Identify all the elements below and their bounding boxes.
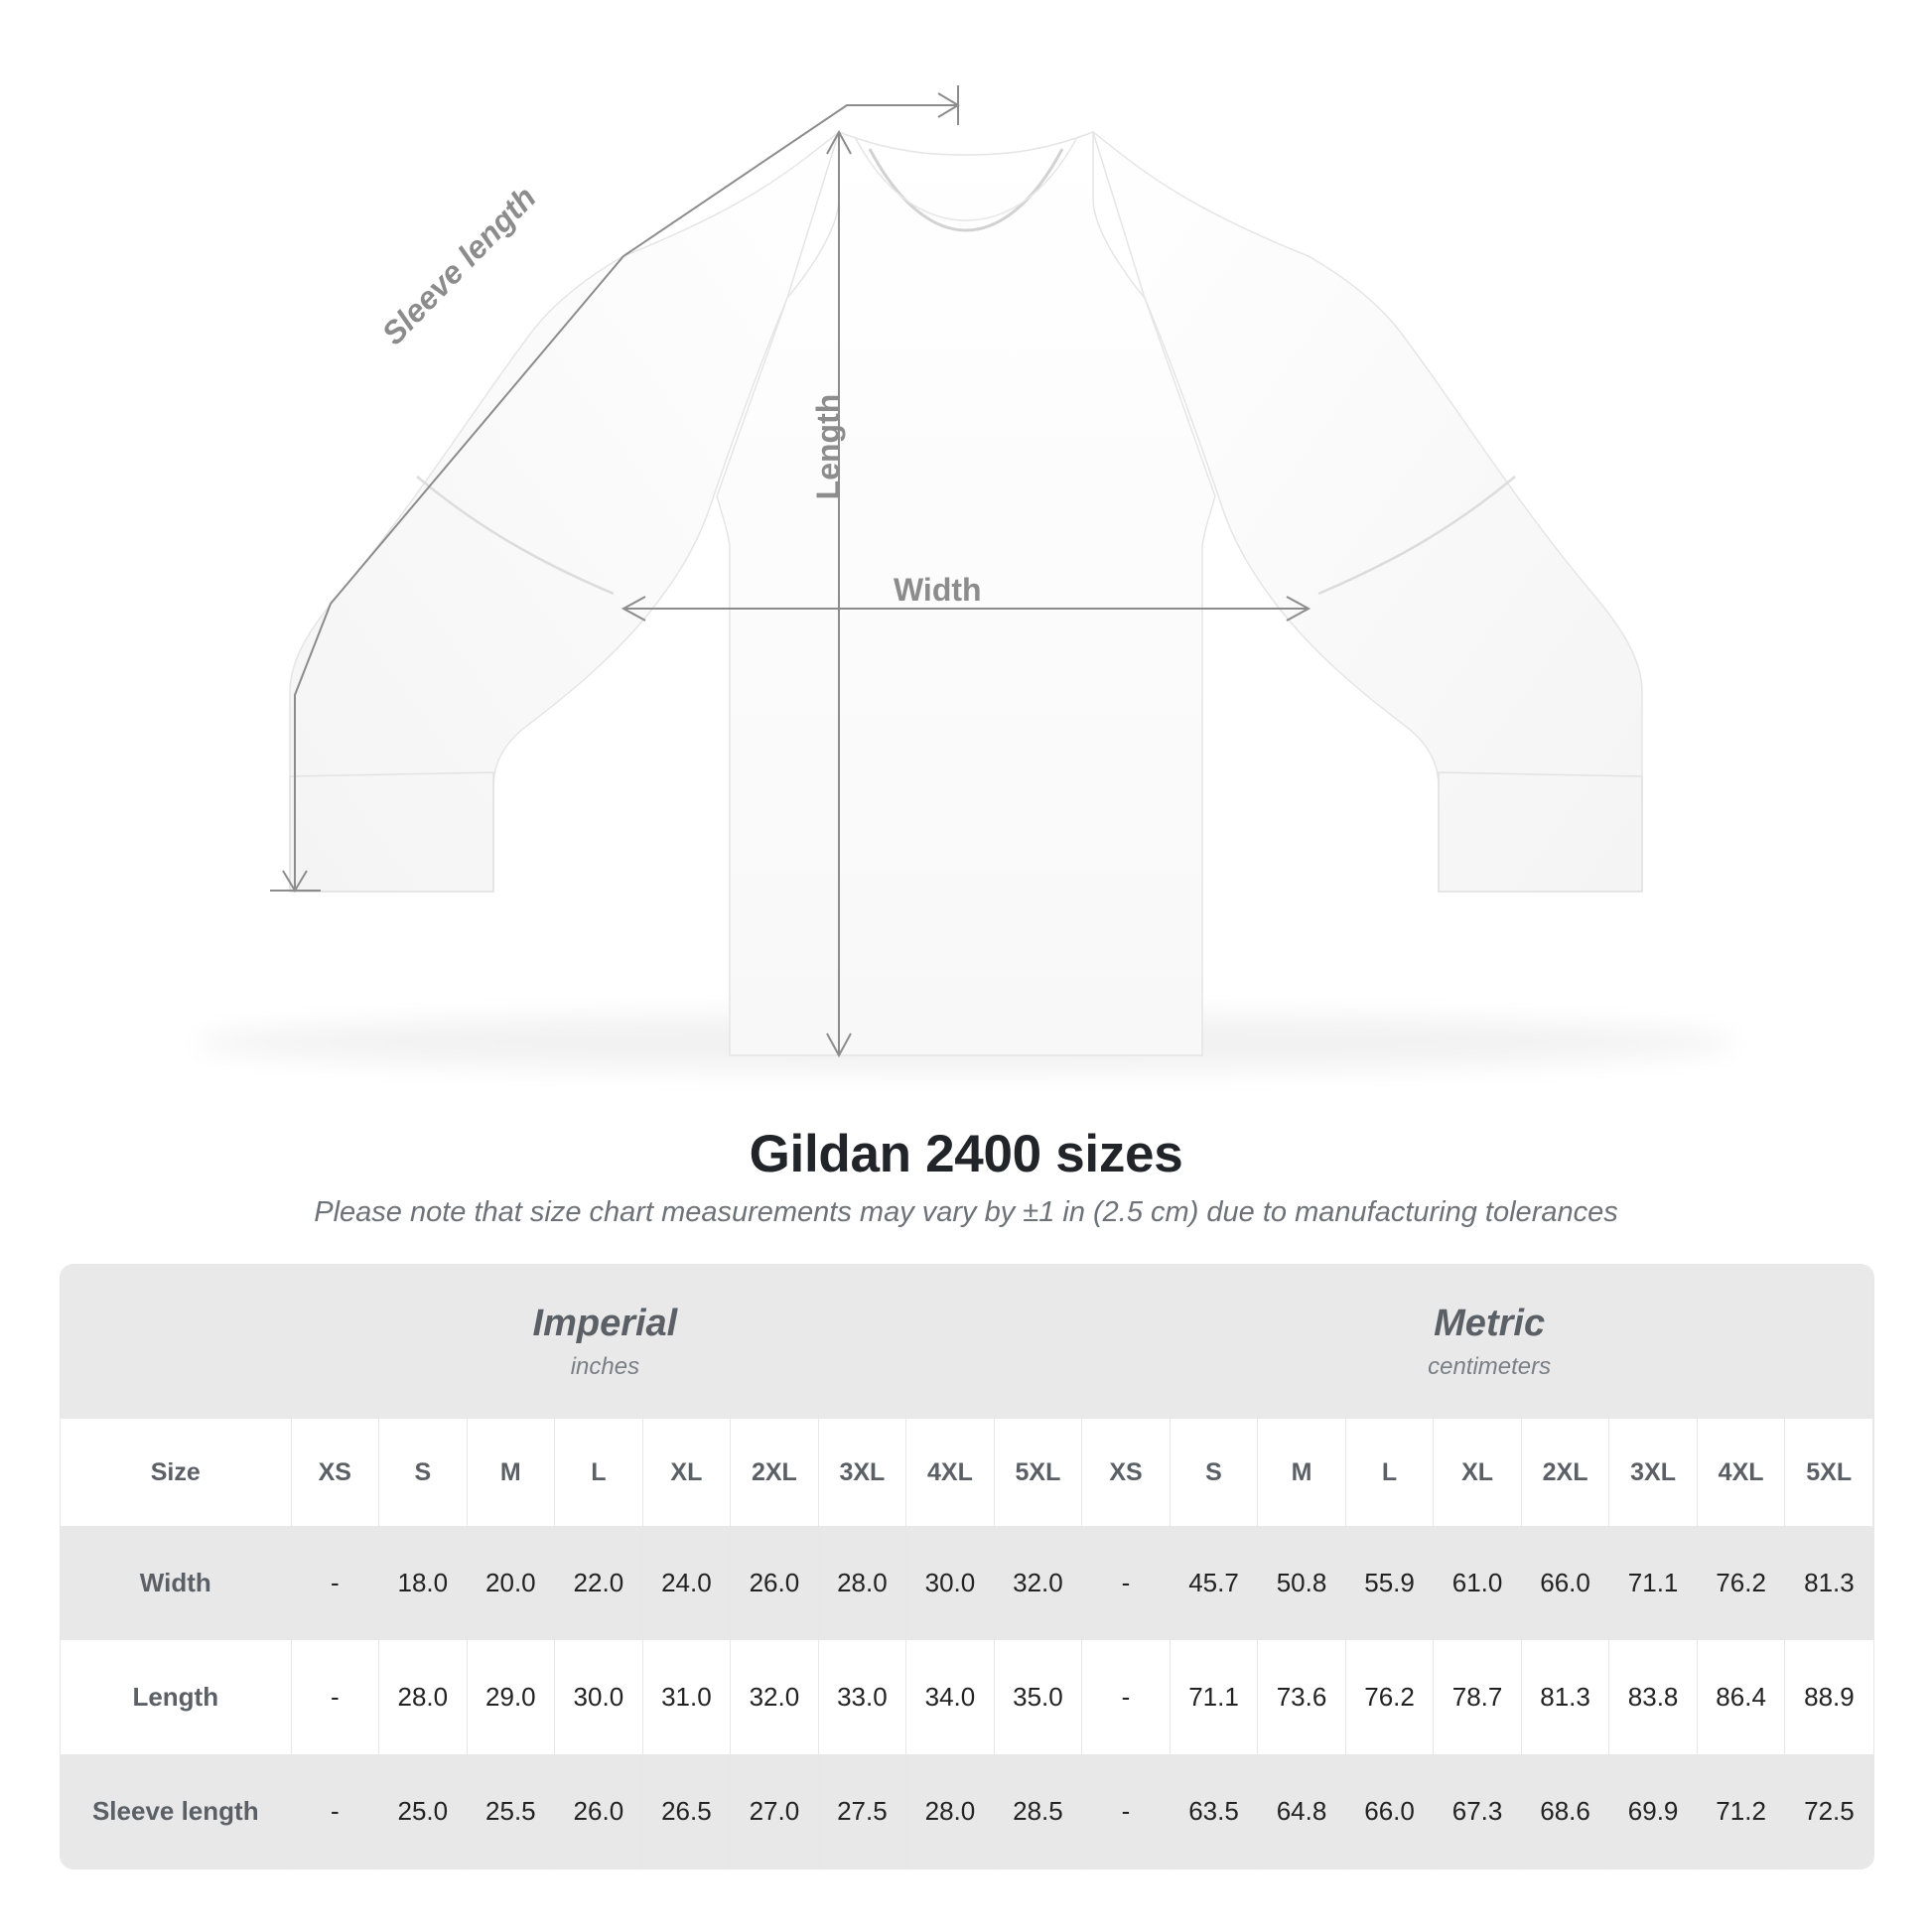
svg-text:Length: Length bbox=[810, 394, 846, 500]
svg-text:Sleeve length: Sleeve length bbox=[374, 180, 542, 351]
svg-text:Width: Width bbox=[894, 572, 982, 608]
